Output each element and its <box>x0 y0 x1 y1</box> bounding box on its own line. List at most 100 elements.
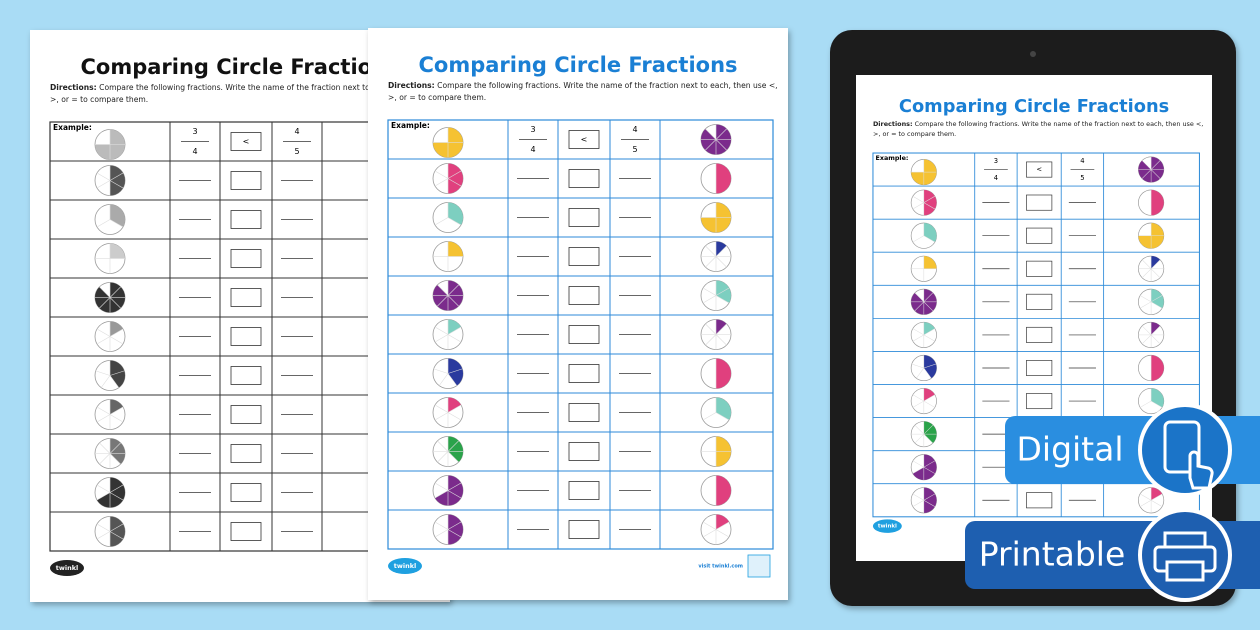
fraction-divider <box>434 529 449 538</box>
fraction-divider <box>1150 295 1163 303</box>
numerator: 4 <box>632 125 637 134</box>
fraction-divider <box>99 453 111 465</box>
fraction-divider <box>109 286 121 298</box>
fraction-divider <box>912 460 924 468</box>
directions-label: Directions: <box>388 81 435 90</box>
fraction-divider <box>433 368 449 374</box>
example-label: Example: <box>391 121 430 130</box>
sheet-title: Comparing Circle Fractions <box>418 53 737 77</box>
directions-box: Directions: Compare the following fracti… <box>50 82 440 106</box>
fraction-divider <box>447 521 462 530</box>
fraction-divider <box>100 375 111 388</box>
fraction-fill <box>110 360 126 388</box>
numerator: 4 <box>294 127 299 136</box>
answer-box <box>230 288 262 307</box>
fraction-divider <box>447 440 459 452</box>
fraction-divider <box>109 531 124 540</box>
answer-box <box>1026 161 1053 178</box>
logo-bg <box>50 560 84 576</box>
fraction-divider <box>705 334 717 346</box>
fraction-divider <box>923 196 935 203</box>
answer-box <box>568 286 600 305</box>
fraction-divider <box>447 482 462 491</box>
fraction-divider <box>923 202 935 210</box>
fraction-divider <box>434 170 449 179</box>
fraction-divider <box>96 484 111 493</box>
fraction-divider <box>702 412 717 421</box>
fraction-divider <box>715 412 730 421</box>
fraction-divider <box>1141 259 1152 269</box>
fraction-divider <box>109 453 121 465</box>
fraction-divider <box>702 287 717 296</box>
fraction-divider <box>447 295 459 307</box>
answer-box <box>1026 227 1053 244</box>
answer-box <box>1026 326 1053 343</box>
fraction-fill <box>110 165 125 196</box>
fraction-divider <box>715 128 727 140</box>
fraction-divider <box>715 139 727 151</box>
answer-box <box>230 405 262 424</box>
example-label: Example: <box>876 155 909 162</box>
fraction-fill <box>448 436 463 463</box>
fraction-divider <box>109 406 124 415</box>
example-symbol: < <box>1036 166 1042 174</box>
fraction-divider <box>434 521 449 530</box>
fraction-fill <box>448 358 463 386</box>
directions: Directions: Compare the following fracti… <box>50 82 440 106</box>
fraction-divider <box>715 295 730 304</box>
fraction-divider <box>99 286 111 298</box>
fraction-divider <box>923 460 935 468</box>
fraction-divider <box>923 363 937 369</box>
fraction-divider <box>912 466 924 474</box>
answer-box <box>230 444 262 463</box>
fraction-divider <box>437 440 449 452</box>
fraction-divider <box>1150 259 1161 269</box>
fraction-divider <box>702 529 717 538</box>
logo-bg <box>872 519 902 533</box>
answer-box <box>1026 360 1053 376</box>
fraction-divider <box>1150 301 1163 309</box>
fraction-divider <box>434 326 449 335</box>
fraction-divider <box>437 284 449 296</box>
fraction-fill <box>97 477 125 508</box>
fraction-divider <box>109 492 124 501</box>
fraction-fill <box>923 256 937 269</box>
fraction-divider <box>96 336 111 345</box>
fraction-divider <box>715 323 727 335</box>
fraction-divider <box>96 328 111 337</box>
fraction-divider <box>96 523 111 532</box>
fraction-fill <box>448 241 463 257</box>
fraction-divider <box>705 256 717 268</box>
fraction-divider <box>705 139 717 151</box>
fraction-divider <box>447 490 462 499</box>
fraction-divider <box>437 295 449 307</box>
directions-label: Directions: <box>872 119 913 128</box>
fraction-divider <box>923 292 934 303</box>
answer-box <box>568 325 600 344</box>
logo: twinkl <box>394 562 417 570</box>
numerator: 3 <box>994 157 998 165</box>
fraction-divider <box>914 424 925 435</box>
answer-box <box>1026 293 1053 310</box>
answer-box <box>568 520 600 539</box>
denominator: 4 <box>994 174 998 182</box>
directions-text: Compare the following fractions. Write t… <box>50 83 440 104</box>
fraction-divider <box>923 328 935 336</box>
table-border <box>872 152 1200 518</box>
fraction-divider <box>447 368 463 374</box>
fraction-divider <box>702 295 717 304</box>
answer-box <box>230 366 262 385</box>
logo-bg <box>388 558 422 574</box>
badge-label: Printable <box>979 535 1126 574</box>
fraction-divider <box>109 370 125 376</box>
directions: Directions: Compare the following fracti… <box>873 119 1204 139</box>
fraction-divider <box>1150 400 1163 408</box>
fraction-fill <box>110 399 123 415</box>
fraction-divider <box>109 414 124 423</box>
fraction-divider <box>447 217 462 226</box>
fraction-fill <box>448 397 461 413</box>
fraction-divider <box>447 404 462 413</box>
fraction-divider <box>923 400 935 408</box>
directions-text: Compare the following fractions. Write t… <box>388 81 778 102</box>
answer-box <box>568 169 600 188</box>
